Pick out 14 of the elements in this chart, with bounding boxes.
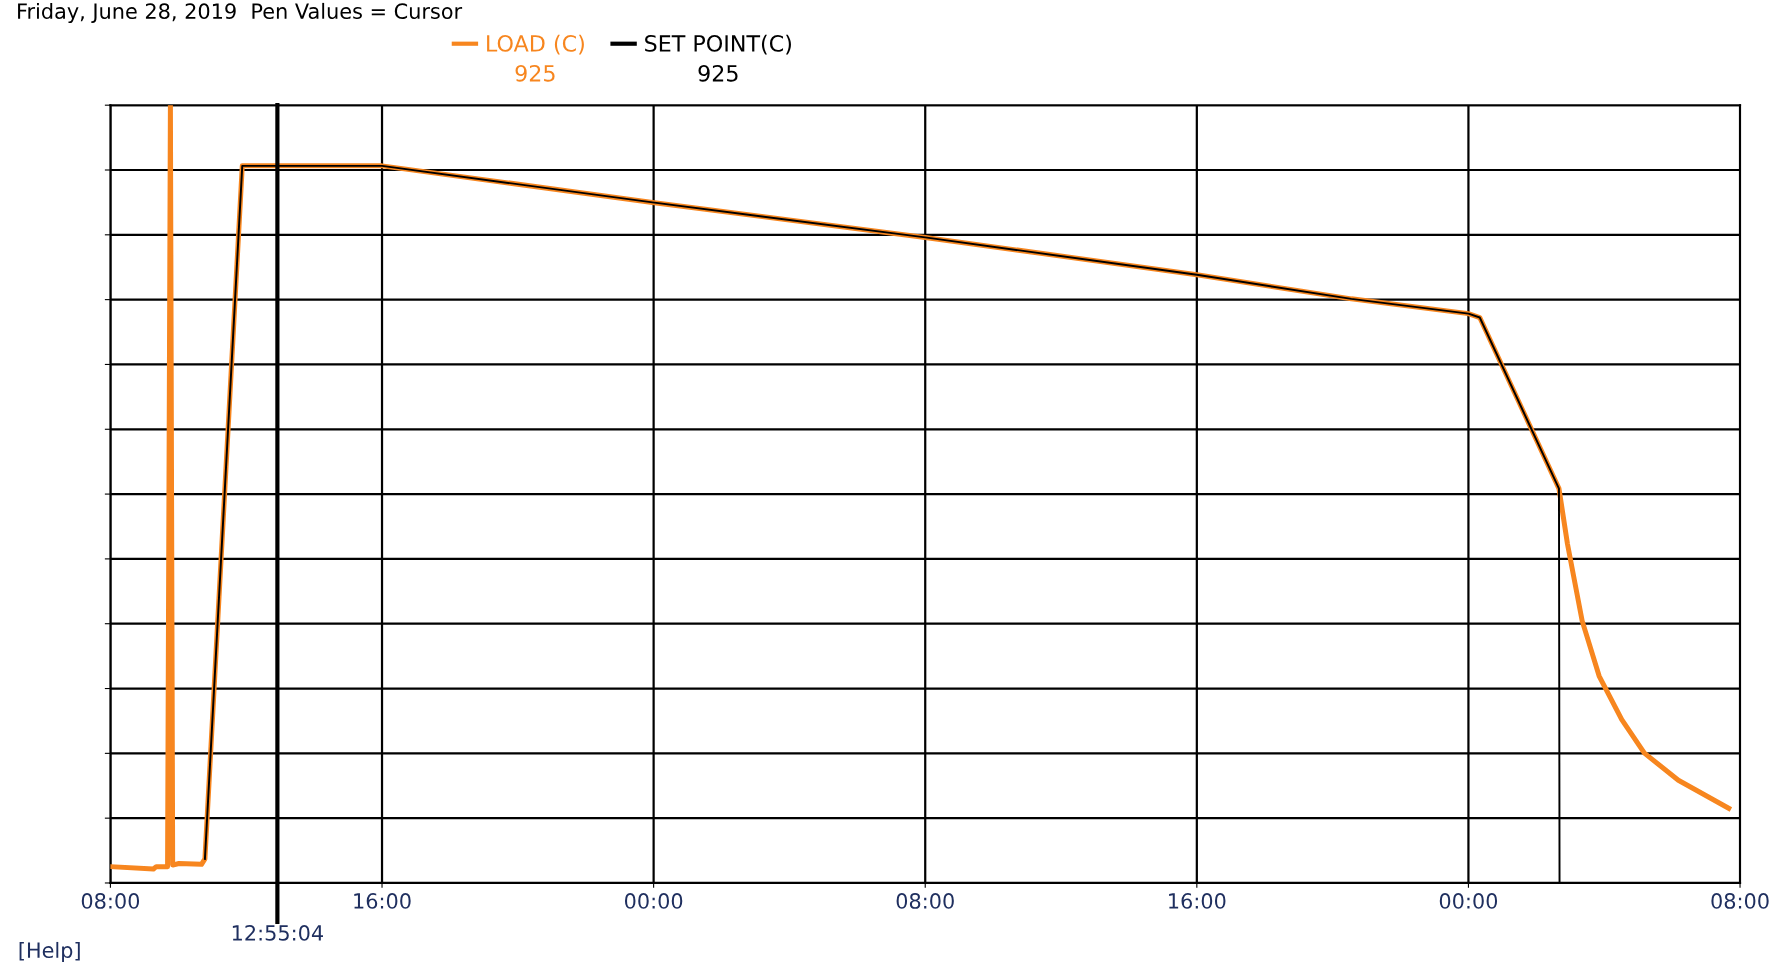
x-tick-label: 08:00 (896, 893, 954, 909)
ref-line-label: 12:55:04 (232, 925, 323, 941)
x-tick-label: 00:00 (1439, 893, 1498, 909)
x-tick-label: 08:00 (81, 893, 140, 909)
x-tick-label: 08:00 (1711, 893, 1769, 909)
legend-label: SET POINT(C) (645, 34, 791, 55)
legend-label: LOAD (C) (487, 34, 584, 55)
text: [Help] (19, 941, 80, 963)
text: 925 (515, 64, 555, 82)
text: 925 (698, 64, 738, 82)
x-tick-label: 16:00 (354, 893, 411, 909)
chart-title: Friday, June 28, 2019 Pen Values = Cursor (18, 2, 463, 24)
x-tick-label: 16:00 (1169, 893, 1226, 909)
x-tick-label: 00:00 (624, 893, 683, 909)
